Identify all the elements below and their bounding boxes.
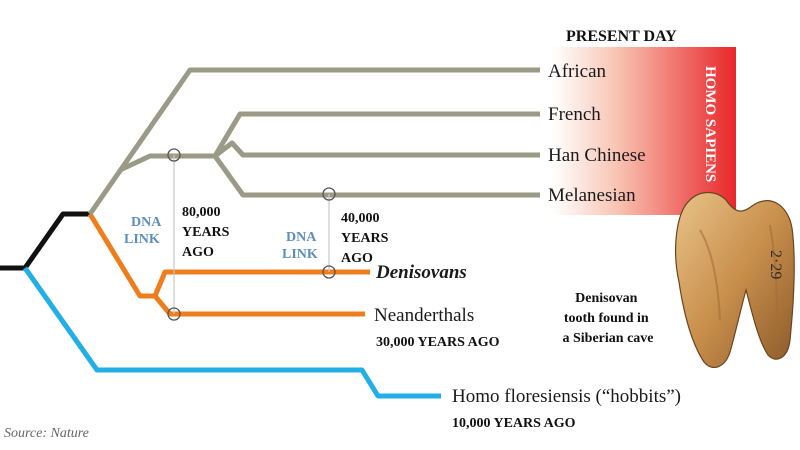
neanderthals-age: 30,000 YEARS AGO — [376, 335, 500, 350]
link-node — [167, 148, 181, 162]
dna-link-label-40k: DNA LINK — [282, 230, 319, 262]
present-day-band — [553, 47, 736, 215]
tip-french: French — [548, 104, 601, 125]
non-african-branch — [118, 153, 215, 173]
floresiensis-branch — [22, 266, 441, 399]
tip-african: African — [548, 61, 607, 82]
link-node — [322, 187, 336, 201]
floresiensis-age: 10,000 YEARS AGO — [452, 416, 576, 431]
tip-melanesian: Melanesian — [548, 185, 636, 206]
han-branch — [213, 140, 540, 158]
sapiens-branch — [87, 67, 540, 216]
french-branch — [212, 111, 540, 158]
dna-link-age-40k: 40,000 YEARS AGO — [341, 211, 392, 266]
dna-link-age-80k: 80,000 YEARS AGO — [182, 205, 233, 260]
link-node — [322, 265, 336, 279]
archaic-branch — [87, 212, 155, 299]
root-branch — [0, 211, 90, 271]
neanderthal-branch — [153, 294, 365, 317]
tooth-caption: Denisovan tooth found in a Siberian cave — [563, 291, 654, 346]
tooth-marking: 2·29 — [767, 250, 784, 279]
link-node — [167, 307, 181, 321]
melanesian-branch — [212, 154, 540, 198]
denisovan-branch — [152, 269, 370, 297]
tip-han-chinese: Han Chinese — [548, 145, 646, 166]
source-credit: Source: Nature — [4, 426, 89, 441]
tip-neanderthals: Neanderthals — [374, 305, 474, 326]
tip-floresiensis: Homo floresiensis (“hobbits”) — [452, 386, 681, 407]
present-day-label: PRESENT DAY — [566, 28, 677, 45]
denisovan-tooth-image: 2·29 — [675, 191, 795, 369]
tip-denisovans: Denisovans — [375, 262, 467, 283]
dna-link-label-80k: DNA LINK — [124, 215, 164, 247]
homo-sapiens-label: HOMO SAPIENS — [702, 66, 718, 182]
